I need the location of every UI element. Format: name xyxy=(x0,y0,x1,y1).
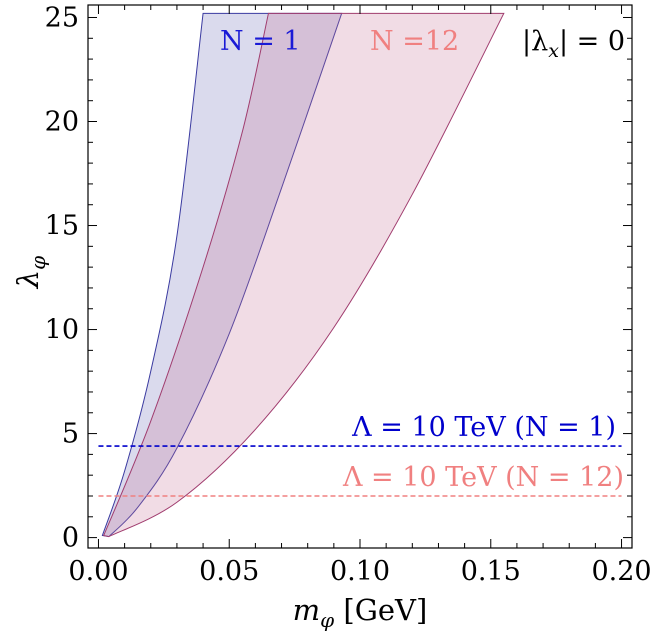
lambda-x-sub: x xyxy=(548,40,559,62)
x-axis-title-unit: [GeV] xyxy=(334,593,427,627)
axis-ticks xyxy=(88,5,632,548)
x-tick-label: 0.05 xyxy=(199,556,259,587)
series-label-n12: N =12 xyxy=(370,26,459,57)
y-axis-title: λφ xyxy=(11,256,50,289)
reference-line-label-n1: Λ = 10 TeV (N = 1) xyxy=(351,412,616,443)
x-tick-label: 0.20 xyxy=(591,556,650,587)
tick-labels: 0.00 0.05 0.10 0.15 0.20 0 5 10 15 20 25 xyxy=(45,2,650,587)
x-tick-label: 0.00 xyxy=(68,556,128,587)
y-tick-label: 15 xyxy=(45,211,79,242)
y-tick-label: 5 xyxy=(62,419,79,450)
y-tick-label: 20 xyxy=(45,107,79,138)
band-n1 xyxy=(101,12,343,538)
x-axis-title: mφ [GeV] xyxy=(293,593,428,632)
x-tick-label: 0.10 xyxy=(330,556,390,587)
lambda-x-rest: | = 0 xyxy=(559,26,625,57)
y-tick-label: 10 xyxy=(45,315,79,346)
lambda-x-annotation: |λx| = 0 xyxy=(522,26,625,62)
y-tick-label: 0 xyxy=(62,523,79,554)
reference-line-label-n12: Λ = 10 TeV (N = 12) xyxy=(342,462,624,493)
reference-lines xyxy=(98,445,622,497)
x-axis-title-main: m xyxy=(293,593,321,627)
band-n12 xyxy=(102,12,505,538)
y-axis-title-sub: φ xyxy=(26,256,50,270)
x-tick-label: 0.15 xyxy=(461,556,521,587)
lambda-x-main: |λ xyxy=(522,26,548,57)
y-tick-label: 25 xyxy=(45,2,79,33)
x-axis-title-sub: φ xyxy=(320,608,334,632)
series-label-n1: N = 1 xyxy=(220,26,301,57)
y-axis-title-main: λ xyxy=(11,270,45,289)
band-layer xyxy=(101,12,505,538)
